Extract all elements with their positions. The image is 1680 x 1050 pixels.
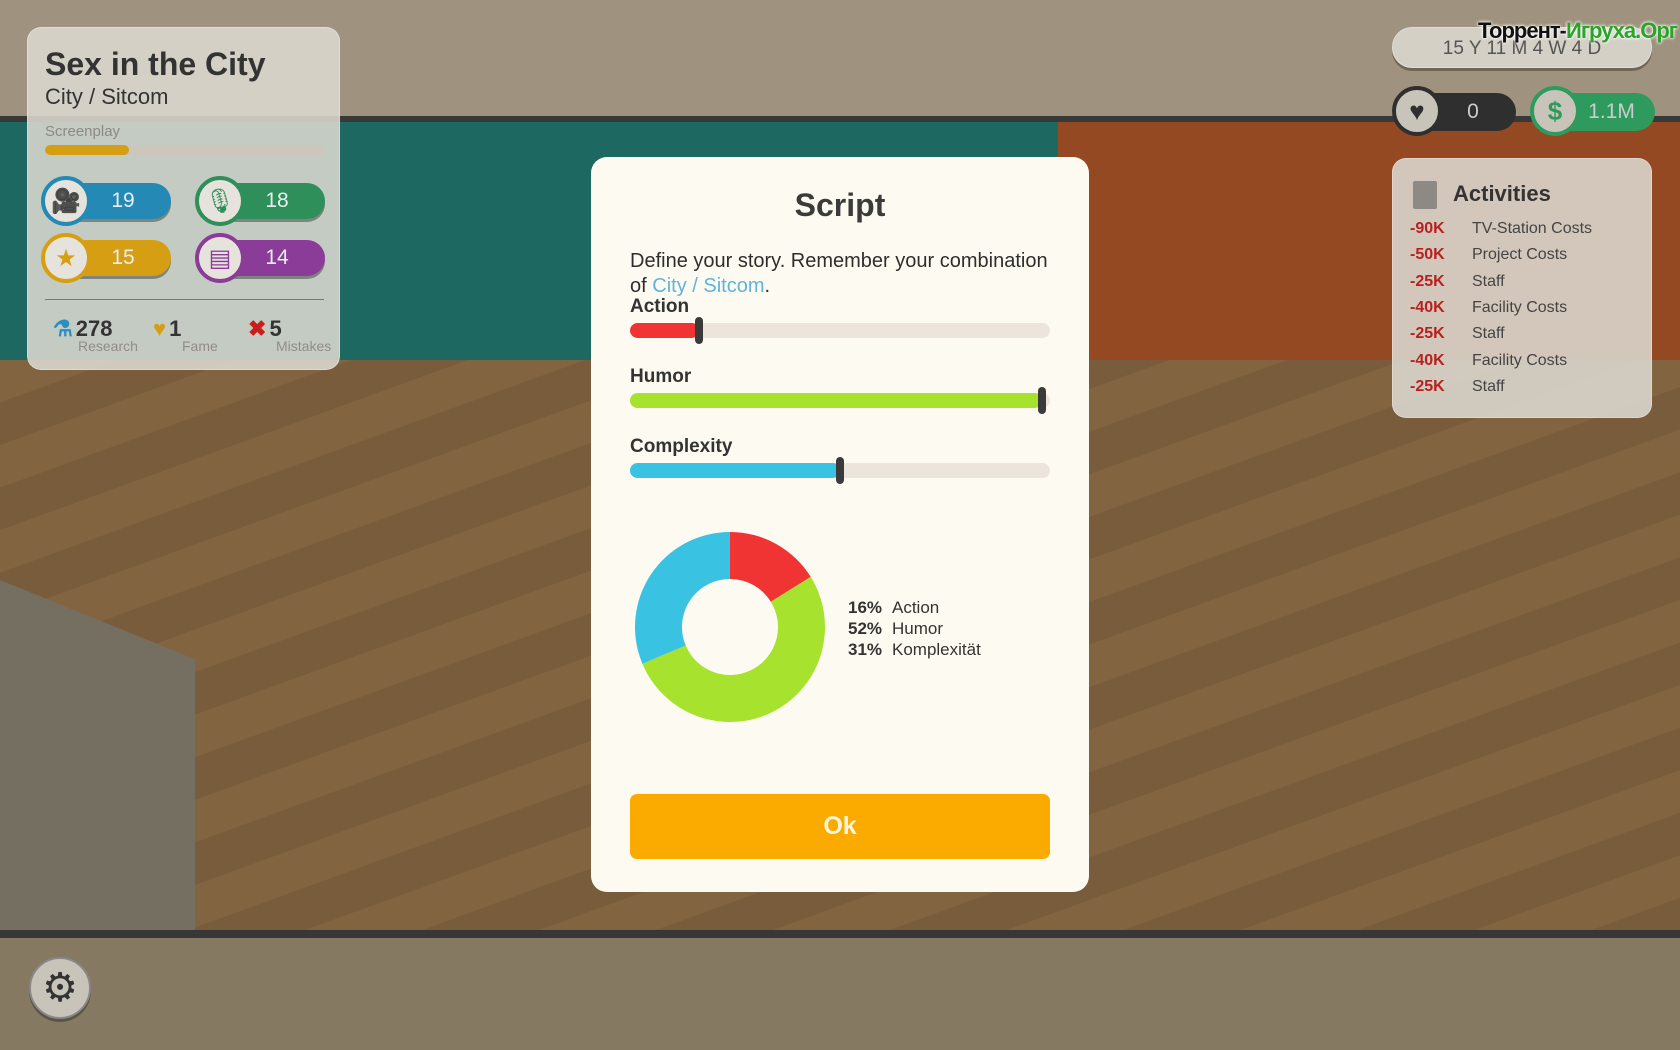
skill-value: 14 [265,246,289,269]
activity-amount: -90K [1410,220,1445,237]
slider-fill [630,323,700,338]
legend-percent: 16% [848,598,883,617]
activity-label: Facility Costs [1472,351,1568,369]
legend-percent: 31% [848,640,883,659]
project-genre: City / Sitcom [45,84,169,109]
desc-text: Define your story. Remember your combina… [630,250,1048,297]
watermark: Торрент-Игруха.Орг [1478,18,1678,44]
legend-item: 16% Action [848,597,981,618]
skill-sound: 🎙 18 [195,176,325,226]
activity-label: Staff [1472,325,1505,343]
slider-complexity[interactable] [630,457,1050,484]
money-counter[interactable]: $1.1M [1530,86,1655,136]
donut-slice-humor [642,576,825,722]
slider-fill [630,393,1042,408]
activity-row: -25K Staff [1410,273,1505,291]
watermark-part: Игруха.Орг [1566,18,1678,43]
activity-label: Staff [1472,272,1505,290]
activity-row: -25K Staff [1410,325,1505,343]
legend-label: Humor [892,619,944,638]
phase-label: Screenplay [45,123,121,140]
x-icon: ✖ [248,316,267,341]
stat-value: 278 [75,316,113,341]
activity-row: -25K Staff [1410,378,1505,396]
activity-row: -90K TV-Station Costs [1410,220,1592,238]
slider-label-humor: Humor [630,366,692,387]
dialog-description: Define your story. Remember your combina… [630,249,1050,299]
slider-thumb[interactable] [1037,387,1046,414]
activity-amount: -25K [1410,272,1445,290]
dialog-title: Script [794,187,886,223]
dollar-icon: $ [1530,86,1580,136]
money-value: 1.1M [1588,100,1635,123]
flask-icon: ⚗ [53,316,73,341]
legend-percent: 52% [848,619,883,638]
heart-icon: ♥ [153,316,167,341]
project-title: Sex in the City [45,46,266,82]
fans-value: 0 [1467,100,1479,123]
activity-amount: -40K [1410,298,1445,316]
mistakes-stat: ✖ 5 [248,316,282,342]
skill-star: ★ 15 [41,233,171,283]
skill-script: ▤ 14 [195,233,325,283]
fame-stat: ♥ 1 [153,316,181,342]
donut-slice-komplexität [635,532,730,664]
slider-fill [630,463,840,478]
slider-label-action: Action [630,296,690,317]
stat-value: 5 [269,316,282,341]
skill-value: 19 [111,189,135,212]
activity-label: Facility Costs [1472,298,1568,316]
slider-label-complexity: Complexity [630,436,733,457]
stat-label: Mistakes [276,338,332,354]
activity-row: -50K Project Costs [1410,246,1567,264]
settings-button[interactable]: ⚙ [29,957,91,1019]
fans-counter[interactable]: ♥ 0 [1392,86,1516,136]
ok-button[interactable]: Ok [630,794,1050,859]
skill-value: 18 [265,189,289,212]
distribution-donut-chart [635,532,825,722]
slider-action[interactable] [630,317,1050,344]
activity-row: -40K Facility Costs [1410,299,1567,317]
slider-humor[interactable] [630,387,1050,414]
phase-progress-bar [45,145,324,155]
activities-panel: Activities -90K TV-Station Costs -50K Proje… [1392,158,1652,418]
date-display: 15 Y 11 M 4 W 4 D [1392,27,1652,68]
skill-camera: 🎥 19 [41,176,171,226]
stat-value: 1 [169,316,182,341]
activity-amount: -40K [1410,351,1445,369]
camera-icon: 🎥 [41,176,91,226]
activity-row: -40K Facility Costs [1410,352,1567,370]
activities-title: Activities [1453,181,1551,206]
activity-amount: -25K [1410,325,1445,343]
legend-item: 52% Humor [848,618,981,639]
research-stat: ⚗ 278 [53,316,112,342]
desc-text: . [764,275,771,297]
notebook-icon: ▤ [195,233,245,283]
genre-highlight: City / Sitcom [652,275,765,297]
divider [45,299,324,300]
gear-icon: ⚙ [42,966,78,1010]
stat-label: Fame [182,338,218,354]
activity-label: TV-Station Costs [1472,220,1593,237]
slider-thumb[interactable] [695,317,704,344]
stat-label: Research [78,338,138,354]
slider-thumb[interactable] [836,457,844,484]
chart-legend: 16% Action 52% Humor 31% Komplexität [848,597,981,660]
script-dialog: Script Define your story. Remember your … [591,157,1089,892]
star-icon: ★ [41,233,91,283]
fans-icon: ♥ [1392,86,1442,136]
donut-slice-action [730,532,811,602]
activity-label: Project Costs [1472,246,1568,264]
legend-label: Action [892,598,940,617]
legend-item: 31% Komplexität [848,639,981,660]
activity-label: Staff [1472,377,1505,395]
activity-amount: -50K [1410,246,1445,264]
activity-amount: -25K [1410,377,1445,395]
watermark-part: Торрент- [1478,18,1567,43]
legend-label: Komplexität [892,640,981,659]
skill-value: 15 [111,246,135,269]
microphone-icon: 🎙 [195,176,245,226]
clipboard-icon [1413,181,1437,209]
project-info-panel: Sex in the City City / Sitcom Screenplay… [27,27,340,370]
